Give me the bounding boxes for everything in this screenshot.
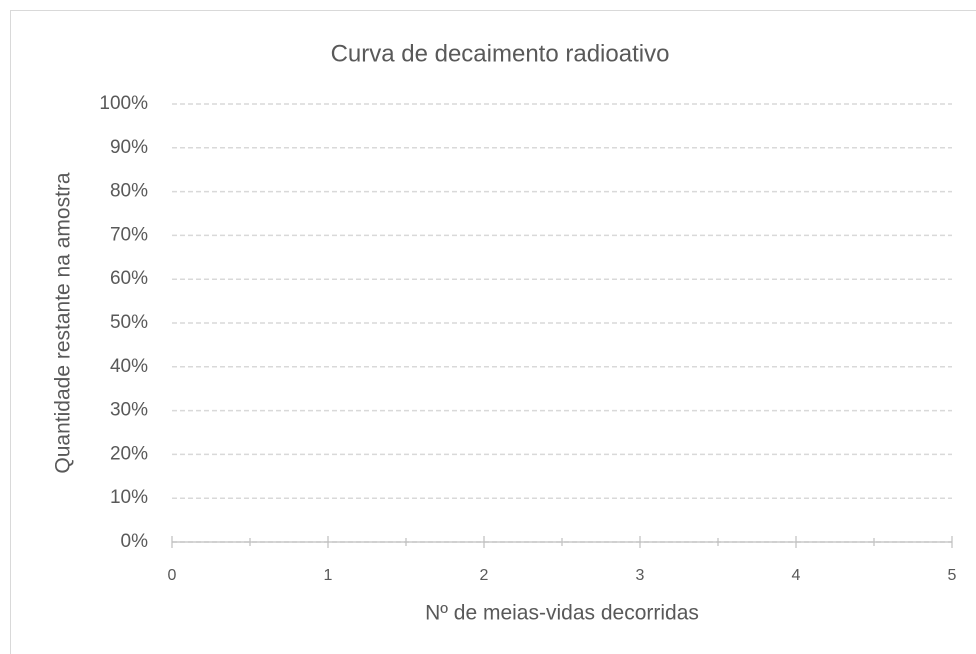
y-tick-label: 20%	[110, 443, 148, 464]
x-tick-label: 0	[168, 567, 177, 584]
y-tick-label: 40%	[110, 356, 148, 377]
y-tick-label: 80%	[110, 181, 148, 202]
y-tick-label: 100%	[99, 93, 148, 114]
x-tick-label: 5	[948, 567, 957, 584]
y-tick-label: 10%	[110, 487, 148, 508]
y-axis-title: Quantidade restante na amostra	[52, 172, 75, 474]
y-tick-label: 30%	[110, 400, 148, 421]
x-tick-label: 3	[636, 567, 645, 584]
y-tick-label: 60%	[110, 268, 148, 289]
x-axis-title: Nº de meias-vidas decorridas	[425, 602, 699, 625]
chart-frame	[10, 10, 976, 654]
y-tick-label: 70%	[110, 224, 148, 245]
x-tick-label: 2	[480, 567, 489, 584]
y-tick-label: 50%	[110, 312, 148, 333]
chart-title: Curva de decaimento radioativo	[331, 40, 670, 67]
x-tick-label: 1	[324, 567, 333, 584]
x-tick-label: 4	[792, 567, 801, 584]
y-tick-label: 0%	[121, 531, 149, 552]
y-tick-label: 90%	[110, 137, 148, 158]
